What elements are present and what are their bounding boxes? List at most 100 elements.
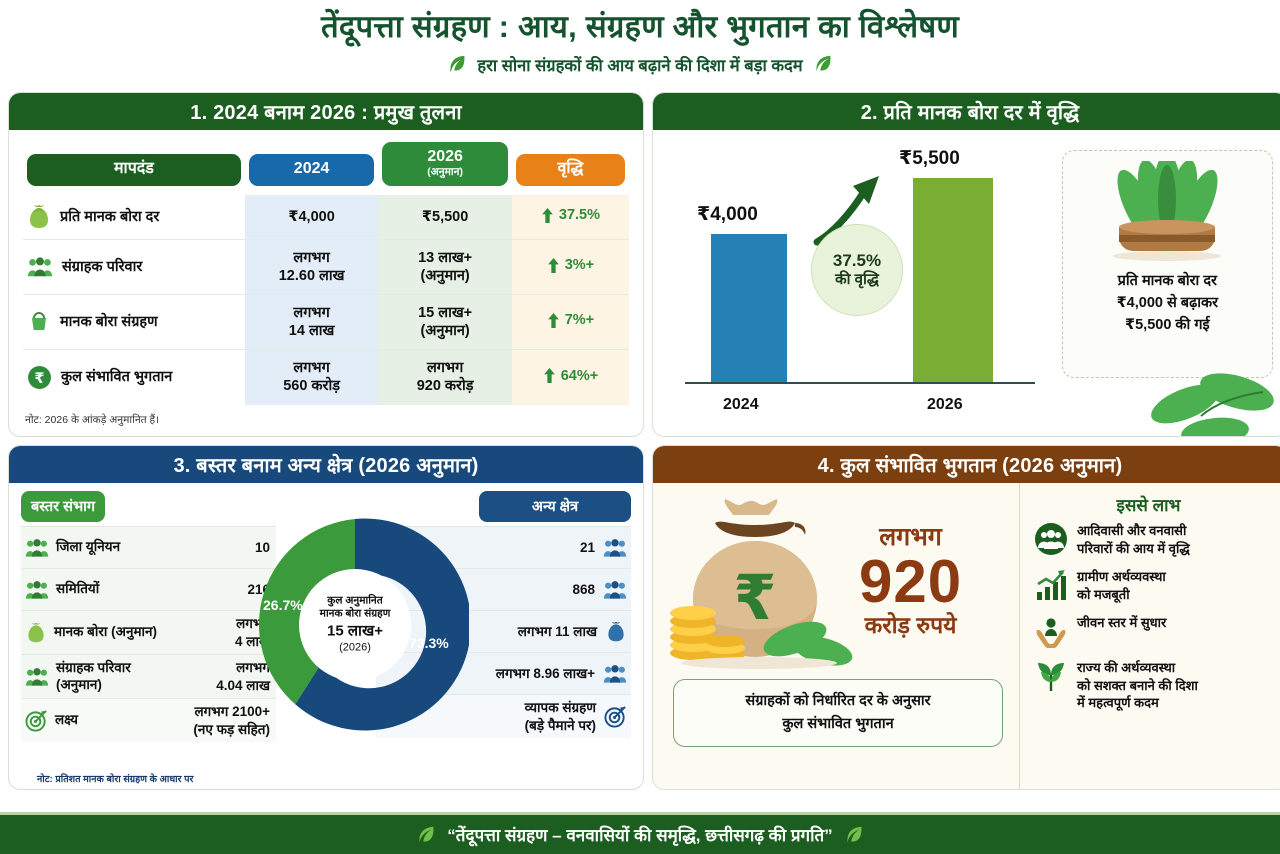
list-item: मानक बोरा (अनुमान) लगभग 4 लाख (21, 610, 276, 655)
growth-text: 3%+ (564, 257, 595, 274)
row-2026-value: 15 लाख+ (अनुमान) (378, 294, 512, 350)
target-icon (604, 705, 627, 728)
col-header-2024-label: 2024 (248, 154, 375, 186)
benefits-list: इससे लाभ आदिवासी और वनवासी परिवारों की आय… (1019, 483, 1273, 789)
row-growth-value: 7%+ (511, 294, 629, 350)
benefits-title: इससे लाभ (1116, 496, 1181, 515)
basket-icon (27, 310, 51, 334)
list-item-label: राज्य की अर्थव्यवस्था को सशक्त बनाने की द… (1077, 660, 1198, 711)
row-metric-cell: संग्राहक परिवार (23, 238, 245, 294)
other-regions-column-header: अन्य क्षेत्र (479, 491, 631, 522)
target-icon (25, 709, 48, 732)
chart-x-axis (685, 382, 1035, 384)
panel4-title: 4. कुल संभावित भुगतान (2026 अनुमान) (817, 455, 1123, 477)
list-item-label: मानक बोरा (अनुमान) (54, 624, 158, 640)
bar-2026 (913, 178, 993, 382)
people-group-icon (25, 667, 49, 687)
row-2026-value: ₹5,500 (378, 194, 512, 239)
panel1-body: मापदंड 2024 2026 (अनुमान) (9, 130, 643, 405)
panel4-header: 4. कुल संभावित भुगतान (2026 अनुमान) (653, 446, 1280, 483)
row-2024-value: लगभग 14 लाख (244, 294, 379, 350)
panels-grid: 1. 2024 बनाम 2026 : प्रमुख तुलना मापदंड … (0, 92, 1280, 790)
people-group-icon (603, 664, 627, 684)
col-header-2026-sub: (अनुमान) (427, 165, 463, 178)
panel-rate-increase-chart: 2. प्रति मानक बोरा दर में वृद्धि ₹4,000 … (652, 92, 1280, 437)
panel4-body: ₹ (653, 483, 1280, 789)
leaf-icon (1034, 659, 1068, 693)
list-item-label: समितियों (56, 581, 100, 597)
growth-text: 7%+ (564, 312, 595, 329)
list-item-value: लगभग 4.04 लाख (216, 660, 270, 693)
caring-hands-icon (1034, 614, 1068, 649)
bastar-column: बस्तर संभाग जिला यूनियन 10 समितियों 216 (21, 491, 276, 743)
people-group-icon (27, 256, 53, 278)
arrow-up-icon (543, 368, 556, 384)
growth-text: 64%+ (560, 367, 599, 384)
donut-center-value: 15 लाख+ (327, 622, 383, 640)
donut-center-caption: कुल अनुमानित मानक बोरा संग्रहण (319, 594, 391, 620)
hero-suffix: करोड़ रुपये (864, 611, 957, 638)
table-row: मानक बोरा संग्रहण लगभग 14 लाख 15 लाख+ (अनु… (23, 294, 629, 350)
panel3-header: 3. बस्तर बनाम अन्य क्षेत्र (2026 अनुमान) (9, 446, 643, 483)
donut-center: कुल अनुमानित मानक बोरा संग्रहण 15 लाख+ (2… (301, 595, 409, 656)
col-header-growth-label: वृद्धि (515, 154, 625, 186)
row-metric-cell: प्रति मानक बोरा दर (23, 195, 245, 239)
col-header-growth: वृद्धि (512, 142, 629, 195)
list-item-value: लगभग 2100+ (नए फड़ सहित) (193, 704, 270, 737)
rupee-circle-icon: ₹ (27, 365, 52, 390)
list-item-label: आदिवासी और वनवासी परिवारों की आय में वृद्… (1077, 523, 1190, 556)
row-growth-value: 37.5% (511, 194, 629, 239)
growth-text: 37.5% (558, 206, 600, 223)
bar-2024-category-label: 2024 (723, 396, 759, 413)
header: तेंदूपत्ता संग्रहण : आय, संग्रहण और भुगत… (0, 0, 1280, 76)
svg-text:₹: ₹ (733, 561, 776, 634)
row-growth-value: 64%+ (511, 349, 629, 405)
list-item-value: 21 (579, 539, 595, 555)
growth-bars-icon (1034, 568, 1068, 602)
donut-label-bastar: 26.7% (263, 597, 303, 613)
money-bag-icon (605, 621, 627, 643)
panel2-body: ₹4,000 ₹5,500 2024 2026 37.5% की वृद्धि (653, 130, 1280, 436)
bar-2026-value-label: ₹5,500 (899, 148, 960, 169)
col-header-2026: 2026 (अनुमान) (378, 142, 512, 195)
row-metric-label: प्रति मानक बोरा दर (60, 208, 160, 225)
row-2024-value: ₹4,000 (244, 194, 379, 239)
list-item-value: व्यापक संग्रहण (बड़े पैमाने पर) (524, 700, 596, 733)
list-item-value: लगभग 8.96 लाख+ (495, 665, 595, 681)
row-2026-value: 13 लाख+ (अनुमान) (378, 238, 512, 295)
table-row: प्रति मानक बोरा दर ₹4,000 ₹5,500 37.5% (23, 194, 629, 239)
panel3-body: बस्तर संभाग जिला यूनियन 10 समितियों 216 (9, 483, 643, 789)
donut-label-other: 73.3% (409, 635, 449, 651)
hero-prefix: लगभग (879, 523, 942, 552)
list-item: संग्राहक परिवार (अनुमान) लगभग 4.04 लाख (21, 654, 276, 699)
panel3-note: नोट: प्रतिशत मानक बोरा संग्रहण के आधार प… (37, 774, 194, 785)
row-metric-cell: मानक बोरा संग्रहण (23, 294, 245, 349)
panel1-note: नोट: 2026 के आंकड़े अनुमानित हैं। (25, 414, 160, 426)
table-row: ₹ कुल संभावित भुगतान लगभग 560 करोड़ लगभग 9… (23, 349, 629, 405)
list-item-label: जीवन स्तर में सुधार (1077, 615, 1167, 631)
payment-hero: ₹ (667, 493, 1009, 669)
row-2026-value: लगभग 920 करोड़ (378, 349, 512, 405)
list-item-value: लगभग 11 लाख (517, 623, 597, 639)
panel2-title: 2. प्रति मानक बोरा दर में वृद्धि (860, 102, 1080, 124)
leaf-icon (812, 53, 834, 75)
growth-badge-label: की वृद्धि (835, 271, 879, 289)
arrow-up-icon (547, 312, 560, 328)
people-group-icon (603, 580, 627, 600)
panel1-header: 1. 2024 बनाम 2026 : प्रमुख तुलना (9, 93, 643, 130)
col-header-metric-label: मापदंड (27, 154, 241, 186)
tendu-leaf-basket-icon (1097, 161, 1237, 265)
panel4-caption-box: संग्राहकों को निर्धारित दर के अनुसार कुल … (673, 679, 1003, 748)
footer-text: “तेंदूपत्ता संग्रहण – वनवासियों की समृद्… (447, 826, 833, 845)
list-item-label: संग्राहक परिवार (अनुमान) (56, 659, 131, 692)
page-title: तेंदूपत्ता संग्रहण : आय, संग्रहण और भुगत… (320, 9, 960, 44)
row-growth-value: 3%+ (511, 238, 629, 295)
donut-chart: 26.7% 73.3% कुल अनुमानित मानक बोरा संग्रह… (241, 511, 469, 739)
list-item-value: 868 (572, 581, 595, 597)
subtitle: हरा सोना संग्रहकों की आय बढ़ाने की दिशा … (477, 56, 803, 75)
row-2024-value: लगभग 12.60 लाख (244, 238, 379, 295)
arrow-up-icon (541, 207, 554, 223)
bar-2024-value-label: ₹4,000 (697, 204, 758, 225)
growth-badge: 37.5% की वृद्धि (811, 224, 903, 316)
hero-value: 920 (859, 547, 963, 615)
